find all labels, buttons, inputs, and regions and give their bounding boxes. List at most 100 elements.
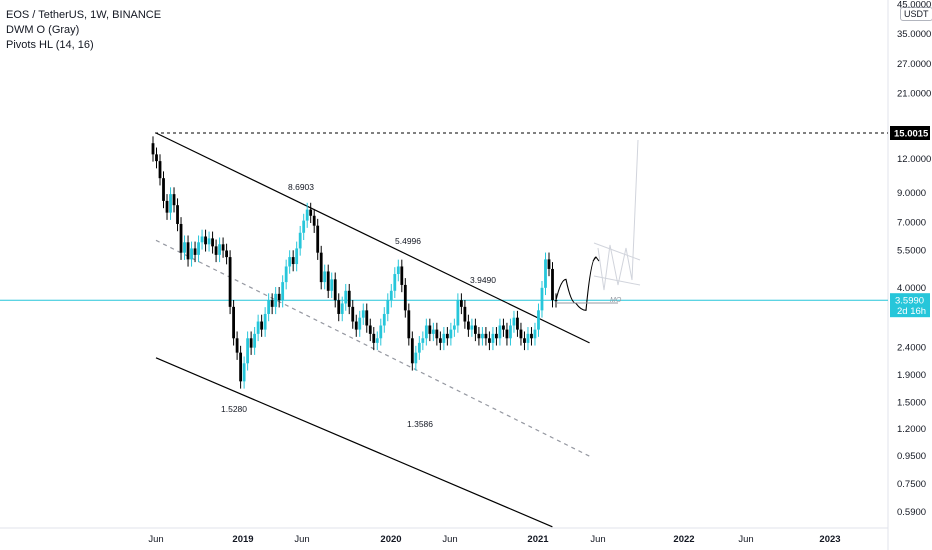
candle-body: [165, 200, 169, 213]
pivot-label: 1.3586: [407, 419, 433, 429]
candle-body: [551, 268, 554, 301]
ghost-projection: [597, 139, 639, 291]
projection-arrow: [592, 256, 600, 262]
candle-body: [176, 205, 179, 224]
candle-body: [502, 325, 505, 330]
price-tick-label: 9.0000: [897, 188, 926, 199]
price-tick-label: 0.9500: [897, 451, 926, 462]
candle-body: [389, 290, 393, 301]
candle-body: [302, 220, 306, 233]
price-tick-label: 7.0000: [897, 217, 926, 228]
candle-body: [372, 333, 376, 343]
candle-body: [162, 178, 165, 201]
candle-body: [456, 300, 460, 326]
candle-body: [361, 310, 365, 318]
candle-body: [158, 161, 162, 179]
candle-body: [155, 154, 158, 162]
candle-body: [530, 333, 533, 339]
time-tick-label: 2020: [380, 534, 401, 545]
candle-body: [509, 325, 512, 339]
price-tick-label: 27.0000: [897, 59, 931, 70]
candle-body: [495, 333, 498, 339]
candle-body: [505, 329, 509, 339]
candle-body: [193, 248, 197, 255]
candle-body: [291, 257, 295, 265]
candle-body: [512, 317, 516, 326]
time-tick-label: Jun: [738, 534, 753, 545]
pivot-label: 1.5280: [221, 404, 247, 414]
candle-body: [347, 290, 351, 307]
candle-body: [554, 300, 558, 302]
symbol-title[interactable]: EOS / TetherUS, 1W, BINANCE: [6, 9, 162, 21]
candle-body: [221, 244, 225, 251]
current-price-label: 3.5990: [895, 296, 924, 307]
candle-body: [533, 329, 537, 339]
countdown-label: 2d 16h: [897, 306, 926, 317]
candle-body: [393, 274, 397, 291]
candle-body: [270, 300, 274, 307]
indicator-pivots[interactable]: Pivots HL (14, 16): [6, 39, 94, 51]
price-tick-label: 35.0000: [897, 29, 931, 40]
candle-body: [351, 306, 355, 322]
candle-body: [491, 333, 495, 343]
candle-body: [344, 290, 348, 304]
candle-body: [249, 338, 253, 348]
candle-body: [474, 325, 477, 334]
time-tick-label: Jun: [294, 534, 309, 545]
candle-body: [267, 300, 271, 314]
candle-body: [295, 248, 299, 265]
candle-body: [421, 338, 425, 343]
time-tick-label: Jun: [590, 534, 605, 545]
candle-body: [375, 338, 379, 343]
candle-body: [197, 242, 200, 255]
horizontal-level-badge: [890, 126, 930, 140]
candle-body: [242, 363, 246, 382]
candle-body: [281, 282, 285, 301]
price-tick-label: 4.0000: [897, 283, 926, 294]
candle-body: [540, 287, 544, 311]
ghost-channel-top: [593, 242, 641, 261]
candle-body: [523, 338, 526, 343]
channel-lower-line[interactable]: [155, 357, 553, 528]
candle-body: [410, 338, 414, 364]
candle-body: [488, 338, 491, 343]
candle-body: [319, 252, 323, 283]
candle-body: [431, 329, 435, 334]
candle-body: [239, 352, 243, 382]
time-tick-label: Jun: [442, 534, 457, 545]
candle-body: [277, 293, 281, 301]
indicator-dwm[interactable]: DWM O (Gray): [6, 24, 80, 36]
channel-mid-line[interactable]: [155, 239, 590, 457]
currency-unit-badge[interactable]: USDT: [900, 7, 932, 21]
candle-body: [407, 310, 411, 339]
candle-body: [379, 325, 383, 339]
candle-body: [449, 329, 453, 339]
candle-body: [498, 325, 502, 339]
candle-body: [200, 236, 204, 243]
candle-body: [204, 236, 207, 245]
candle-body: [218, 244, 221, 255]
candle-body: [442, 333, 446, 343]
candles-group: [151, 136, 558, 389]
candle-body: [263, 313, 267, 330]
candle-body: [459, 300, 463, 307]
candle-body: [312, 215, 316, 226]
candle-body: [428, 325, 432, 334]
price-tick-label: 0.7500: [897, 479, 926, 490]
candle-body: [256, 321, 260, 334]
candle-body: [470, 325, 474, 330]
price-tick-label: 2.4000: [897, 343, 926, 354]
candle-body: [183, 242, 186, 253]
candle-body: [323, 271, 327, 283]
candle-body: [368, 325, 372, 334]
channel-upper-line[interactable]: [155, 132, 590, 344]
horizontal-level-label: 15.0015: [894, 129, 929, 140]
candle-body: [414, 352, 418, 364]
candle-body: [288, 257, 292, 267]
projection-path[interactable]: [555, 256, 597, 311]
candle-body: [516, 317, 519, 330]
candle-body: [417, 342, 421, 353]
candle-body: [424, 325, 428, 339]
price-tick-label: 1.5000: [897, 398, 926, 409]
